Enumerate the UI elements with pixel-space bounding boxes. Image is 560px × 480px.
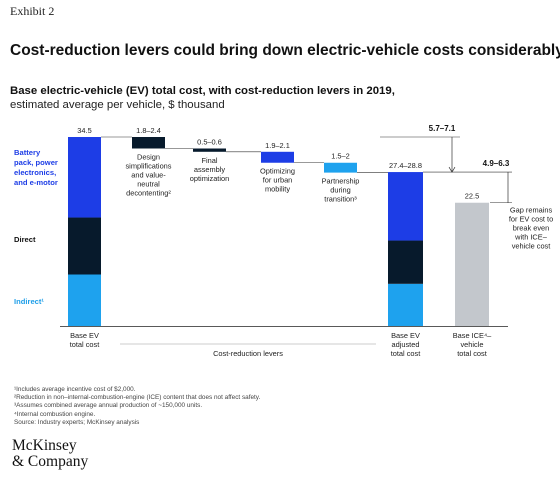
bar-label: decontenting² — [126, 189, 171, 198]
range-label: 5.7–7.1 — [429, 124, 456, 133]
bar-label: Base EV — [391, 331, 420, 340]
subtitle: Base electric-vehicle (EV) total cost, w… — [10, 84, 530, 112]
footnote: ³Assumes combined average annual product… — [14, 402, 203, 410]
exhibit-label: Exhibit 2 — [10, 4, 55, 18]
bar-segment-battery — [68, 137, 101, 218]
value-label: 34.5 — [77, 126, 91, 135]
gap-note: with ICE– — [514, 233, 548, 242]
bar-label: total cost — [70, 340, 100, 349]
gap-note: vehicle cost — [512, 242, 551, 251]
legend-label-battery: and e-motor — [14, 178, 58, 187]
legend-label-direct: Direct — [14, 235, 36, 244]
value-label: 1.8–2.4 — [136, 126, 161, 135]
lever-bar — [324, 162, 357, 173]
bar-label: vehicle — [460, 340, 483, 349]
bar-segment-ice — [455, 202, 489, 326]
bar-label: Optimizing — [260, 167, 295, 176]
range-label: 4.9–6.3 — [483, 159, 510, 168]
footnote: ¹Includes average incentive cost of $2,0… — [14, 386, 136, 393]
bar-label: Final — [201, 156, 217, 165]
bar-label: Partnership — [322, 177, 360, 186]
bar-label: for urban — [263, 176, 293, 185]
logo-line: McKinsey — [12, 437, 77, 454]
subtitle-bold: Base electric-vehicle (EV) total cost, w… — [10, 85, 395, 97]
bar-label: neutral — [137, 180, 160, 189]
bar-segment-direct — [388, 240, 423, 284]
logo-line: & Company — [12, 453, 89, 470]
bar-label: adjusted — [392, 340, 420, 349]
headline: Cost-reduction levers could bring down e… — [10, 42, 560, 59]
bar-label: simplifications — [125, 162, 171, 171]
footnotes: ¹Includes average incentive cost of $2,0… — [14, 386, 260, 427]
source-note: Source: Industry experts; McKinsey analy… — [14, 418, 140, 426]
footnote: ⁴Internal combustion engine. — [14, 410, 96, 418]
bar-label: Base ICE⁴– — [453, 331, 492, 340]
footnote: ²Reduction in non–internal-combustion-en… — [14, 394, 261, 402]
legend-label-battery: pack, power — [14, 158, 58, 167]
legend-label-battery: electronics, — [14, 168, 56, 177]
bar-segment-indirect — [68, 274, 101, 326]
lever-bar — [261, 151, 294, 163]
bar-label: Design — [137, 153, 160, 162]
bar-label: total cost — [391, 349, 421, 358]
bar-label: mobility — [265, 185, 290, 194]
subtitle-regular: estimated average per vehicle, $ thousan… — [10, 99, 225, 111]
lever-group-label: Cost-reduction levers — [213, 349, 283, 358]
value-label: 27.4–28.8 — [389, 161, 422, 170]
bar-label: transition³ — [324, 195, 357, 204]
gap-note: Gap remains — [510, 206, 553, 215]
lever-bar — [132, 137, 165, 149]
bar-label: assembly — [194, 165, 226, 174]
bar-label: and value- — [131, 171, 166, 180]
gap-note: for EV cost to — [509, 215, 553, 224]
bar-segment-battery — [388, 172, 423, 241]
value-label: 22.5 — [465, 192, 479, 201]
value-label: 1.5–2 — [331, 152, 350, 161]
legend-label-indirect: Indirect¹ — [14, 297, 44, 306]
lever-bar — [193, 148, 226, 152]
gap-note: break even — [513, 224, 550, 233]
value-label: 0.5–0.6 — [197, 138, 222, 147]
bar-segment-direct — [68, 217, 101, 275]
value-label: 1.9–2.1 — [265, 141, 290, 150]
bar-label: optimization — [190, 174, 229, 183]
bar-label: during — [330, 186, 351, 195]
legend-label-battery: Battery — [14, 148, 41, 157]
bar-label: Base EV — [70, 331, 99, 340]
mckinsey-logo: McKinsey & Company — [12, 438, 88, 470]
bar-label: total cost — [457, 349, 487, 358]
bar-segment-indirect — [388, 283, 423, 326]
